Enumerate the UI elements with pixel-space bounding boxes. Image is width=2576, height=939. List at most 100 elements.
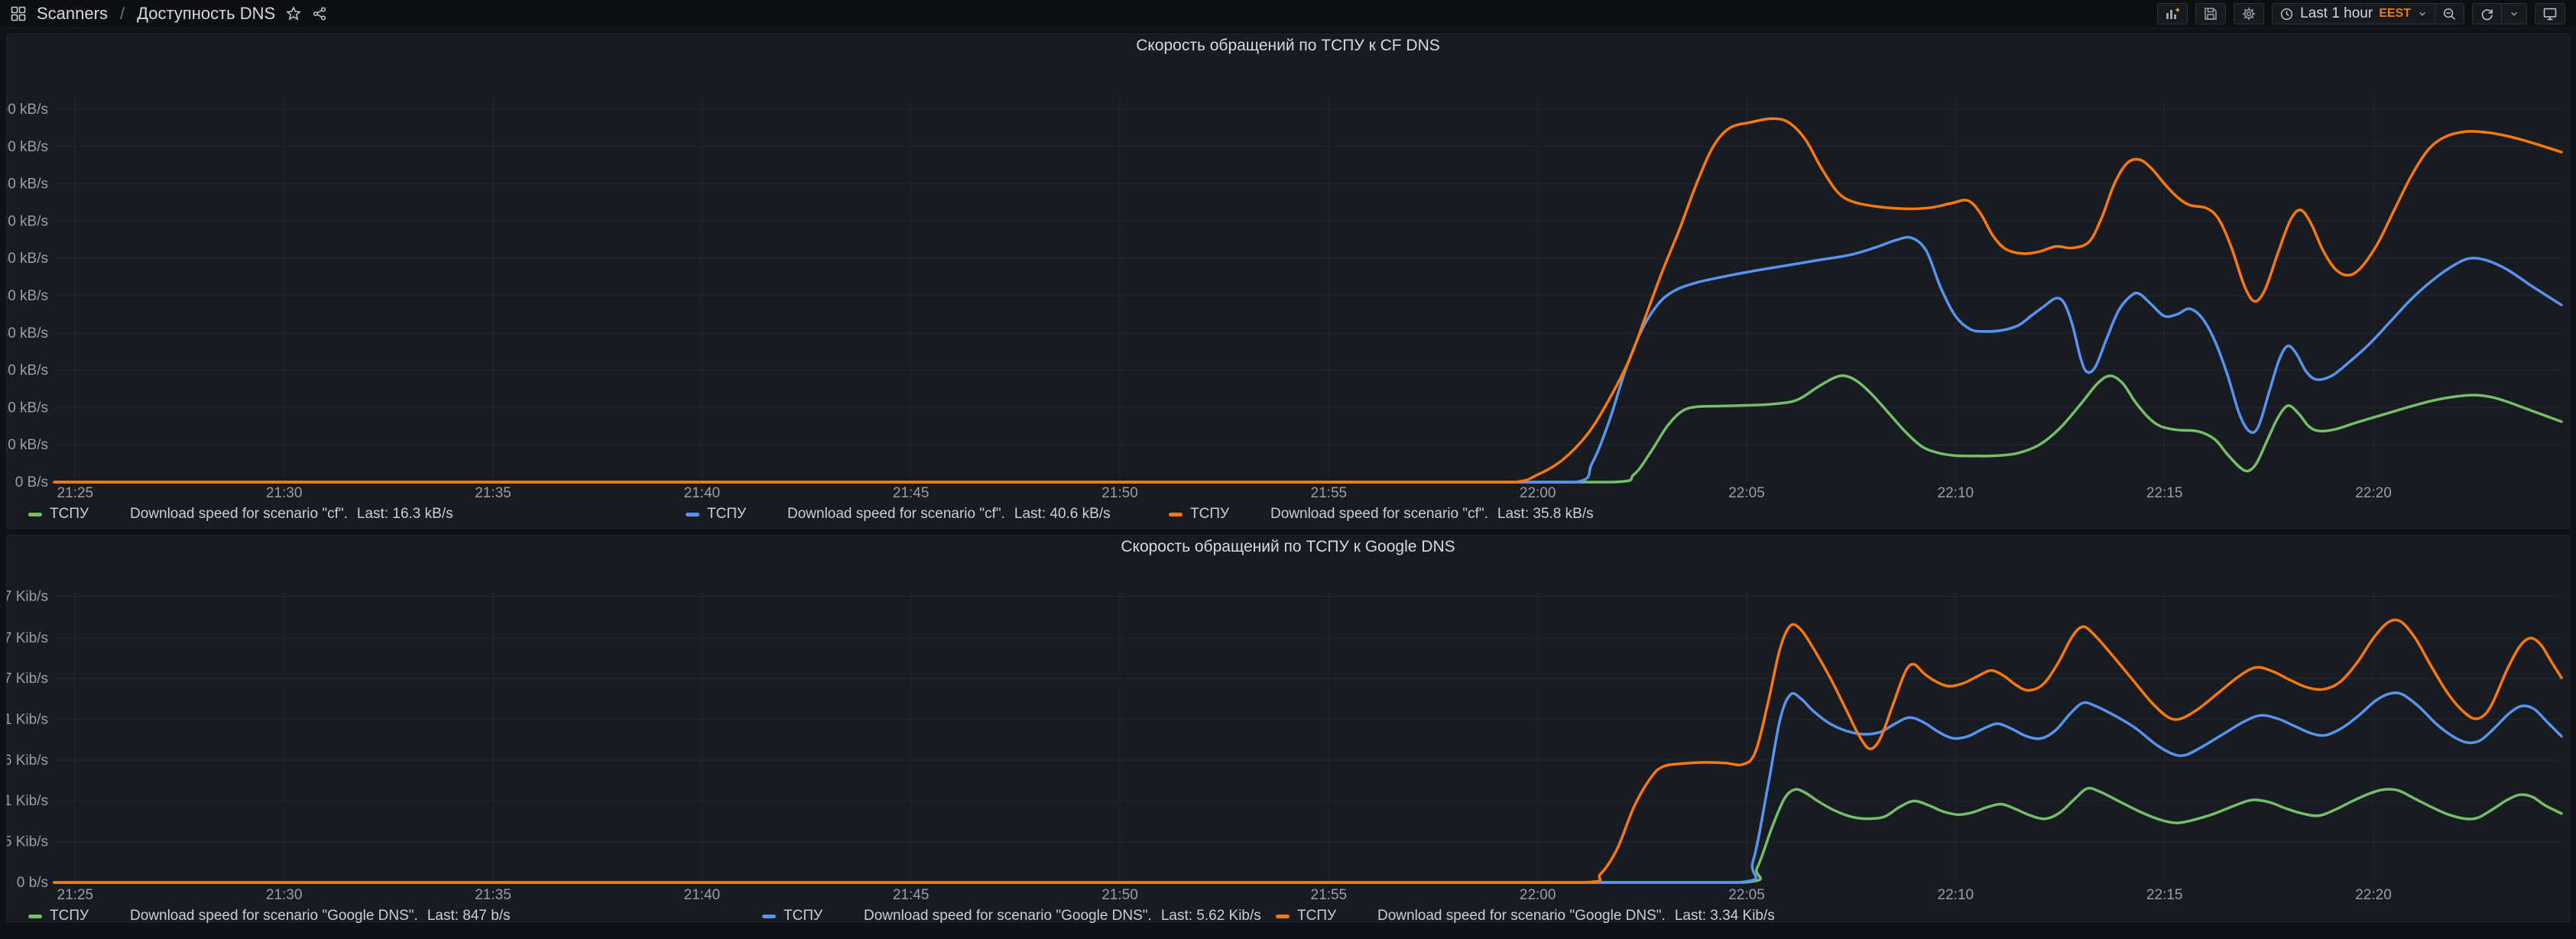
legend-item[interactable]: ТСПУ Download speed for scenario "Google … [762, 908, 1261, 924]
panel-google-dns: Скорость обращений по ТСПУ к Google DNS … [0, 535, 2570, 924]
panel-cf-dns: Скорость обращений по ТСПУ к CF DNS 0 B/… [0, 34, 2570, 529]
legend-item[interactable]: ТСПУ Download speed for scenario "Google … [28, 908, 511, 924]
panel-title[interactable]: Скорость обращений по ТСПУ к Google DNS [1121, 538, 1455, 555]
legend-series-description: Download speed for scenario "cf". [130, 506, 348, 522]
legend-row: ТСПУ Download speed for scenario "cf". Las… [7, 506, 2569, 527]
y-axis-tick-label: 0 B/s [15, 474, 48, 491]
legend-series-marker [1169, 512, 1183, 516]
time-range-label: Last 1 hour [2300, 5, 2373, 21]
legend-series-marker [1276, 914, 1290, 918]
legend-series-marker [762, 914, 776, 918]
zoom-out-icon [2442, 7, 2457, 21]
y-axis-tick-label: 0 b/s [17, 875, 48, 891]
y-axis-tick-label: 3.91 Kib/s [7, 793, 48, 809]
refresh-button[interactable] [2473, 4, 2501, 24]
panel-title[interactable]: Скорость обращений по ТСПУ к CF DNS [1136, 37, 1440, 54]
x-axis-tick-label: 21:30 [266, 485, 303, 501]
x-axis-tick-label: 22:15 [2146, 485, 2183, 501]
legend-series-marker [28, 512, 42, 516]
legend-item[interactable]: ТСПУ Download speed for scenario "cf". Las… [686, 506, 1111, 523]
add-panel-icon [2165, 6, 2180, 21]
legend-series-description: Download speed for scenario "cf". [787, 506, 1005, 522]
x-axis-tick-label: 22:05 [1728, 485, 1765, 501]
x-axis-tick-label: 22:20 [2355, 887, 2392, 903]
legend-series-name: ТСПУ [707, 506, 747, 522]
legend-series-name: ТСПУ [784, 908, 823, 924]
legend-series-last-value: Last: 16.3 kB/s [356, 506, 453, 522]
x-axis-tick-label: 21:55 [1311, 485, 1348, 501]
x-axis-tick-label: 21:50 [1101, 887, 1138, 903]
legend-series-description: Download speed for scenario "cf". [1270, 506, 1488, 522]
legend-series-last-value: Last: 35.8 kB/s [1497, 506, 1594, 522]
chevron-down-icon [2417, 8, 2428, 19]
save-dashboard-button[interactable] [2195, 3, 2227, 24]
refresh-interval-dropdown[interactable] [2502, 4, 2526, 24]
y-axis-tick-label: 11.7 Kib/s [7, 630, 48, 646]
x-axis-tick-label: 22:15 [2146, 887, 2183, 903]
legend-series-description: Download speed for scenario "Google DNS"… [864, 908, 1152, 924]
legend-series-description: Download speed for scenario "Google DNS"… [1377, 908, 1666, 924]
series-line [53, 117, 2563, 484]
legend-row: ТСПУ Download speed for scenario "Google … [7, 908, 2569, 929]
series-line [53, 786, 2563, 884]
gear-icon [2241, 6, 2256, 21]
monitor-icon [2542, 6, 2558, 21]
refresh-icon [2480, 7, 2494, 21]
y-axis-tick-label: 80 kB/s [7, 176, 48, 193]
y-axis-tick-label: 30 kB/s [7, 363, 48, 379]
zoom-out-time-button[interactable] [2435, 4, 2464, 24]
y-axis-tick-label: 90 kB/s [7, 139, 48, 155]
page-title: Доступность DNS [137, 4, 276, 23]
breadcrumb-root[interactable]: Scanners [37, 4, 108, 23]
kiosk-mode-button[interactable] [2535, 3, 2565, 24]
y-axis-tick-label: 70 kB/s [7, 213, 48, 229]
dashboards-grid-icon[interactable] [11, 6, 26, 21]
y-axis-tick-label: 50 kB/s [7, 288, 48, 304]
y-axis-tick-label: 60 kB/s [7, 251, 48, 267]
y-axis-tick-label: 100 kB/s [7, 102, 48, 118]
timeseries-chart-google-dns[interactable]: 0 b/s 1.95 Kib/s 3.91 Kib/s 5.86 Kib/s 7.81 … [0, 559, 2569, 908]
x-axis-tick-label: 21:40 [684, 887, 721, 903]
x-axis-tick-label: 21:30 [266, 887, 303, 903]
x-axis-tick-label: 22:10 [1938, 485, 1974, 501]
favorite-star-icon[interactable] [286, 6, 301, 21]
y-axis-tick-label: 5.86 Kib/s [7, 753, 48, 769]
add-panel-button[interactable] [2157, 3, 2188, 24]
legend-series-name: ТСПУ [50, 908, 89, 924]
y-axis-tick-label: 13.7 Kib/s [7, 589, 48, 605]
legend-series-name: ТСПУ [1190, 506, 1230, 522]
legend-series-last-value: Last: 40.6 kB/s [1014, 506, 1111, 522]
y-axis-tick-label: 10 kB/s [7, 437, 48, 453]
legend-series-marker [28, 914, 42, 918]
x-axis-tick-label: 21:45 [893, 887, 930, 903]
clock-icon [2279, 7, 2294, 21]
series-line [53, 691, 2563, 884]
chart-svg[interactable]: 0 B/s 10 kB/s 20 kB/s 30 kB/s 40 kB/s 50 kB/s… [0, 57, 2569, 502]
x-axis-tick-label: 22:00 [1520, 485, 1556, 501]
legend-series-marker [686, 512, 699, 516]
chart-svg[interactable]: 0 b/s 1.95 Kib/s 3.91 Kib/s 5.86 Kib/s 7.81 … [0, 559, 2569, 904]
legend-series-last-value: Last: 5.62 Kib/s [1160, 908, 1261, 924]
legend-item[interactable]: ТСПУ Download speed for scenario "cf". Las… [28, 506, 453, 523]
dashboard-settings-button[interactable] [2234, 3, 2265, 24]
time-range-picker[interactable]: Last 1 hour EEST [2273, 4, 2435, 24]
series-line [53, 374, 2563, 484]
y-axis-tick-label: 9.77 Kib/s [7, 671, 48, 687]
x-axis-tick-label: 22:20 [2355, 485, 2392, 501]
x-axis-tick-label: 21:35 [475, 485, 511, 501]
y-axis-tick-label: 40 kB/s [7, 325, 48, 342]
legend-item[interactable]: ТСПУ Download speed for scenario "Google … [1276, 908, 1775, 924]
x-axis-tick-label: 22:00 [1520, 887, 1556, 903]
legend-series-name: ТСПУ [50, 506, 89, 522]
y-axis-tick-label: 1.95 Kib/s [7, 834, 48, 850]
x-axis-tick-label: 21:50 [1101, 485, 1138, 501]
x-axis-tick-label: 21:25 [57, 887, 94, 903]
time-picker-group: Last 1 hour EEST [2272, 3, 2464, 24]
share-icon[interactable] [312, 6, 327, 21]
x-axis-tick-label: 21:35 [475, 887, 511, 903]
timeseries-chart-cf-dns[interactable]: 0 B/s 10 kB/s 20 kB/s 30 kB/s 40 kB/s 50 kB/s… [0, 57, 2569, 506]
y-axis-tick-label: 20 kB/s [7, 400, 48, 416]
top-nav-bar: Scanners / Доступность DNS [0, 0, 2576, 28]
legend-item[interactable]: ТСПУ Download speed for scenario "cf". Las… [1169, 506, 1594, 523]
legend-series-last-value: Last: 847 b/s [427, 908, 511, 924]
